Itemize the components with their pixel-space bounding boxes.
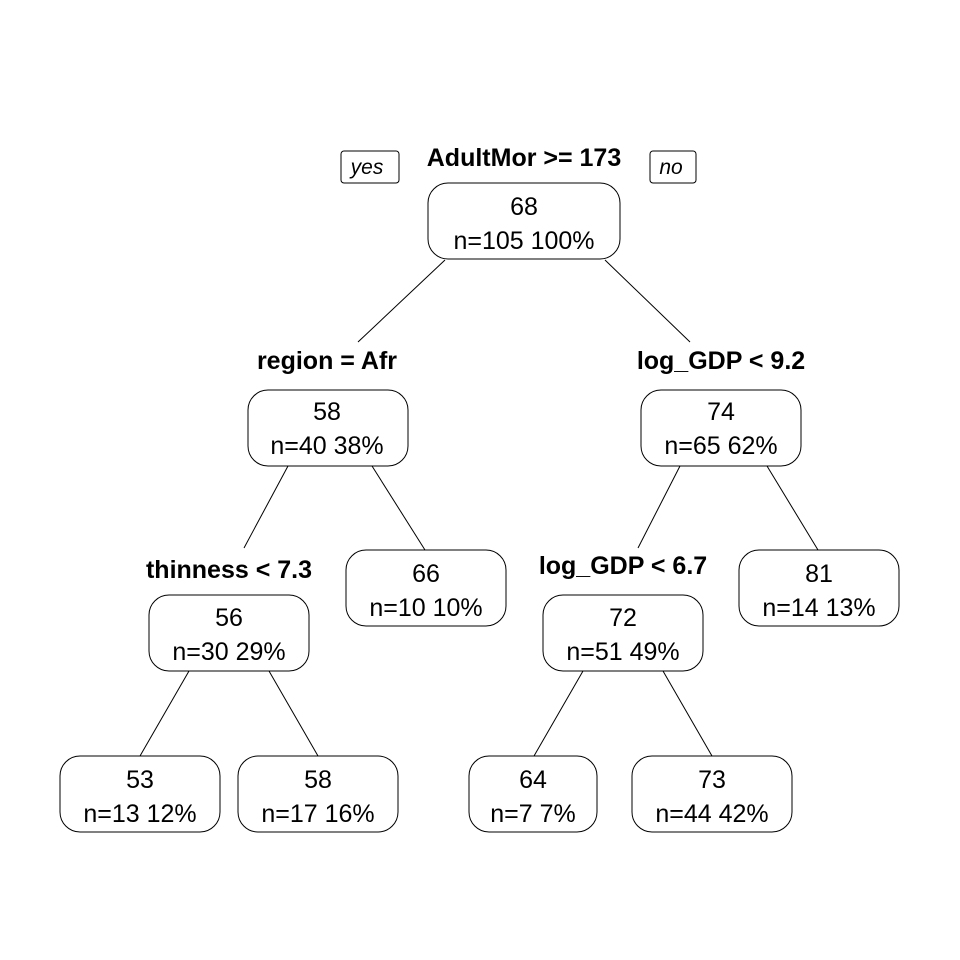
edge-ll-lll	[139, 670, 190, 757]
svg-text:68: 68	[510, 193, 538, 221]
edge-root-right	[604, 259, 691, 343]
tree-node-llr: 58 n=17 16%	[237, 755, 399, 833]
split-label-right: log_GDP < 9.2	[637, 347, 805, 375]
yes-label: yes	[340, 150, 400, 184]
tree-node-root: 68 n=105 100%	[427, 182, 621, 260]
tree-node-rl: 72 n=51 49%	[542, 594, 704, 672]
edge-left-lr	[371, 465, 426, 551]
split-label-left: region = Afr	[257, 347, 397, 375]
svg-text:n=51 49%: n=51 49%	[566, 638, 679, 666]
svg-text:58: 58	[304, 766, 332, 794]
svg-text:n=40 38%: n=40 38%	[270, 432, 383, 460]
svg-text:yes: yes	[349, 156, 384, 179]
svg-text:73: 73	[698, 766, 726, 794]
tree-node-rll: 64 n=7 7%	[468, 755, 598, 833]
split-label-rl: log_GDP < 6.7	[539, 552, 707, 580]
tree-node-rlr: 73 n=44 42%	[631, 755, 793, 833]
tree-node-ll: 56 n=30 29%	[148, 594, 310, 672]
svg-text:74: 74	[707, 398, 735, 426]
tree-node-rr: 81 n=14 13%	[738, 549, 900, 627]
svg-text:56: 56	[215, 604, 243, 632]
tree-node-lr: 66 n=10 10%	[345, 549, 507, 627]
edge-root-left	[357, 259, 446, 343]
svg-text:72: 72	[609, 604, 637, 632]
svg-text:n=30 29%: n=30 29%	[172, 638, 285, 666]
tree-edges	[139, 259, 819, 757]
tree-node-left: 58 n=40 38%	[247, 389, 409, 467]
edge-right-rr	[766, 465, 819, 551]
svg-text:58: 58	[313, 398, 341, 426]
edge-right-rl	[637, 465, 681, 549]
split-label-root: AdultMor >= 173	[427, 144, 622, 172]
svg-text:no: no	[659, 156, 683, 179]
svg-text:n=105 100%: n=105 100%	[453, 227, 594, 255]
edge-rl-rlr	[662, 670, 713, 757]
tree-node-lll: 53 n=13 12%	[59, 755, 221, 833]
svg-text:n=65 62%: n=65 62%	[664, 432, 777, 460]
svg-text:n=13 12%: n=13 12%	[83, 800, 196, 828]
svg-text:n=17 16%: n=17 16%	[261, 800, 374, 828]
svg-text:64: 64	[519, 766, 547, 794]
svg-text:n=10 10%: n=10 10%	[369, 594, 482, 622]
edge-rl-rll	[533, 670, 584, 757]
svg-text:n=7 7%: n=7 7%	[490, 800, 576, 828]
svg-text:81: 81	[805, 560, 833, 588]
svg-text:n=14 13%: n=14 13%	[762, 594, 875, 622]
no-label: no	[649, 150, 697, 184]
edge-ll-llr	[268, 670, 319, 757]
svg-text:66: 66	[412, 560, 440, 588]
svg-text:n=44 42%: n=44 42%	[655, 800, 768, 828]
svg-text:53: 53	[126, 766, 154, 794]
split-label-ll: thinness < 7.3	[146, 556, 312, 584]
tree-node-right: 74 n=65 62%	[640, 389, 802, 467]
edge-left-ll	[243, 465, 289, 549]
